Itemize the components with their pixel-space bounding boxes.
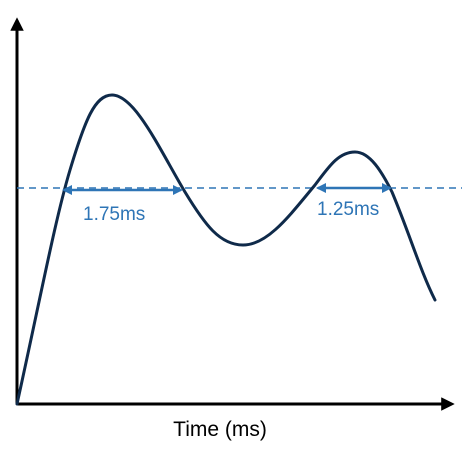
x-axis-title: Time (ms): [173, 418, 267, 441]
waveform-curve: [15, 93, 437, 406]
duration-label-1: 1.75ms: [83, 204, 145, 225]
duration-label-2: 1.25ms: [317, 199, 379, 220]
